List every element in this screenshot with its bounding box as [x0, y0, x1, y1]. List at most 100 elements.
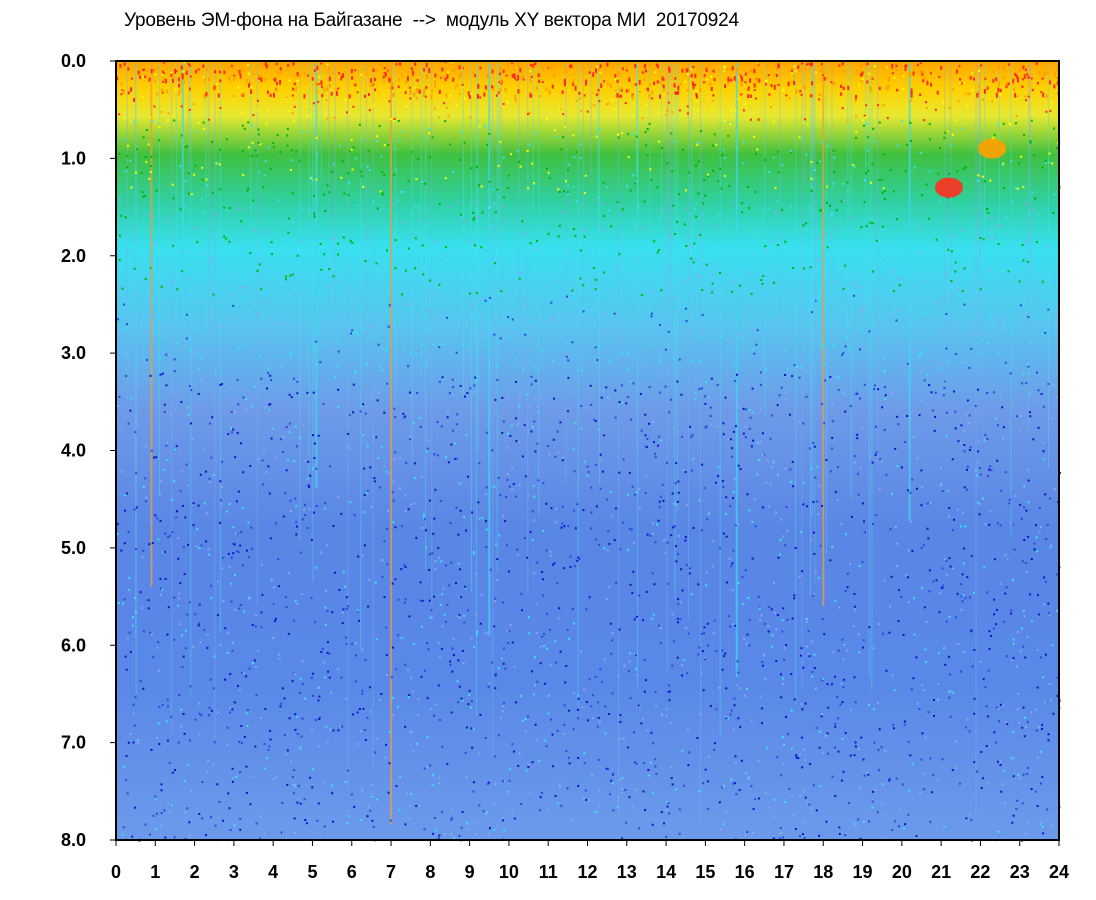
- noise-speck: [502, 601, 505, 604]
- noise-speck: [802, 267, 805, 270]
- noise-speck: [798, 69, 801, 73]
- noise-speck: [1053, 488, 1056, 491]
- noise-speck: [642, 619, 645, 622]
- noise-speck: [990, 216, 993, 219]
- noise-speck: [203, 127, 206, 130]
- noise-speck: [607, 102, 610, 105]
- noise-speck: [902, 634, 905, 637]
- noise-speck: [928, 384, 931, 387]
- noise-speck: [471, 285, 474, 288]
- noise-speck: [676, 221, 679, 224]
- noise-speck: [440, 560, 443, 563]
- noise-speck: [518, 277, 521, 280]
- noise-speck: [589, 527, 592, 530]
- noise-speck: [580, 427, 583, 430]
- noise-speck: [232, 304, 235, 307]
- noise-speck: [343, 232, 346, 235]
- noise-speck: [762, 654, 765, 657]
- noise-speck: [420, 625, 423, 628]
- noise-speck: [421, 599, 424, 602]
- noise-speck: [1031, 88, 1034, 92]
- noise-speck: [132, 712, 135, 715]
- noise-speck: [432, 532, 435, 535]
- noise-speck: [801, 62, 804, 65]
- noise-speck: [885, 85, 888, 91]
- noise-speck: [845, 322, 848, 325]
- noise-speck: [943, 136, 946, 139]
- noise-speck: [649, 344, 652, 347]
- noise-speck: [261, 593, 264, 596]
- noise-speck: [296, 732, 299, 735]
- noise-speck: [972, 592, 975, 595]
- noise-speck: [909, 754, 912, 757]
- noise-speck: [670, 534, 673, 537]
- noise-speck: [782, 535, 785, 538]
- noise-speck: [977, 440, 980, 443]
- noise-speck: [127, 67, 130, 71]
- noise-speck: [1026, 635, 1029, 638]
- noise-speck: [452, 77, 455, 82]
- noise-speck: [464, 751, 467, 754]
- noise-speck: [159, 373, 162, 376]
- noise-speck: [553, 73, 556, 78]
- noise-speck: [760, 707, 763, 710]
- noise-speck: [732, 728, 735, 731]
- noise-speck: [372, 825, 375, 828]
- noise-speck: [580, 110, 583, 113]
- noise-speck: [858, 286, 861, 289]
- noise-speck: [409, 436, 412, 439]
- noise-speck: [404, 663, 407, 666]
- noise-speck: [594, 675, 597, 678]
- noise-speck: [690, 469, 693, 472]
- noise-speck: [659, 360, 662, 363]
- noise-speck: [206, 770, 209, 773]
- noise-speck: [270, 241, 273, 244]
- noise-speck: [117, 318, 120, 321]
- noise-speck: [257, 74, 260, 78]
- noise-speck: [401, 293, 404, 296]
- noise-speck: [652, 613, 655, 616]
- noise-speck: [135, 421, 138, 424]
- noise-speck: [846, 119, 849, 122]
- noise-speck: [509, 767, 512, 770]
- noise-speck: [184, 811, 187, 814]
- noise-speck: [725, 687, 728, 690]
- noise-speck: [1016, 708, 1019, 711]
- noise-speck: [653, 240, 656, 243]
- noise-speck: [251, 405, 254, 408]
- noise-speck: [790, 233, 793, 236]
- noise-speck: [371, 795, 374, 798]
- noise-speck: [863, 201, 866, 204]
- noise-speck: [886, 117, 889, 120]
- noise-speck: [370, 783, 373, 786]
- noise-speck: [313, 457, 316, 460]
- noise-speck: [492, 188, 495, 191]
- noise-speck: [306, 391, 309, 394]
- noise-speck: [373, 480, 376, 483]
- noise-speck: [315, 467, 318, 470]
- noise-speck: [211, 260, 214, 263]
- noise-speck: [439, 499, 442, 502]
- noise-speck: [746, 185, 749, 188]
- noise-speck: [299, 551, 302, 554]
- noise-speck: [638, 705, 641, 708]
- noise-speck: [855, 136, 858, 139]
- noise-speck: [968, 92, 971, 96]
- noise-speck: [1027, 535, 1030, 538]
- noise-speck: [579, 249, 582, 252]
- noise-speck: [686, 88, 689, 92]
- noise-speck: [1010, 331, 1013, 334]
- noise-speck: [818, 834, 821, 837]
- noise-speck: [401, 72, 404, 78]
- noise-speck: [315, 504, 318, 507]
- noise-speck: [275, 62, 278, 65]
- noise-speck: [782, 607, 785, 610]
- noise-speck: [507, 64, 510, 67]
- noise-speck: [488, 296, 491, 299]
- noise-speck: [644, 254, 647, 257]
- noise-speck: [537, 479, 540, 482]
- noise-speck: [879, 458, 882, 461]
- y-tick-label: 5.0: [61, 538, 86, 558]
- noise-speck: [659, 641, 662, 644]
- noise-speck: [656, 186, 659, 189]
